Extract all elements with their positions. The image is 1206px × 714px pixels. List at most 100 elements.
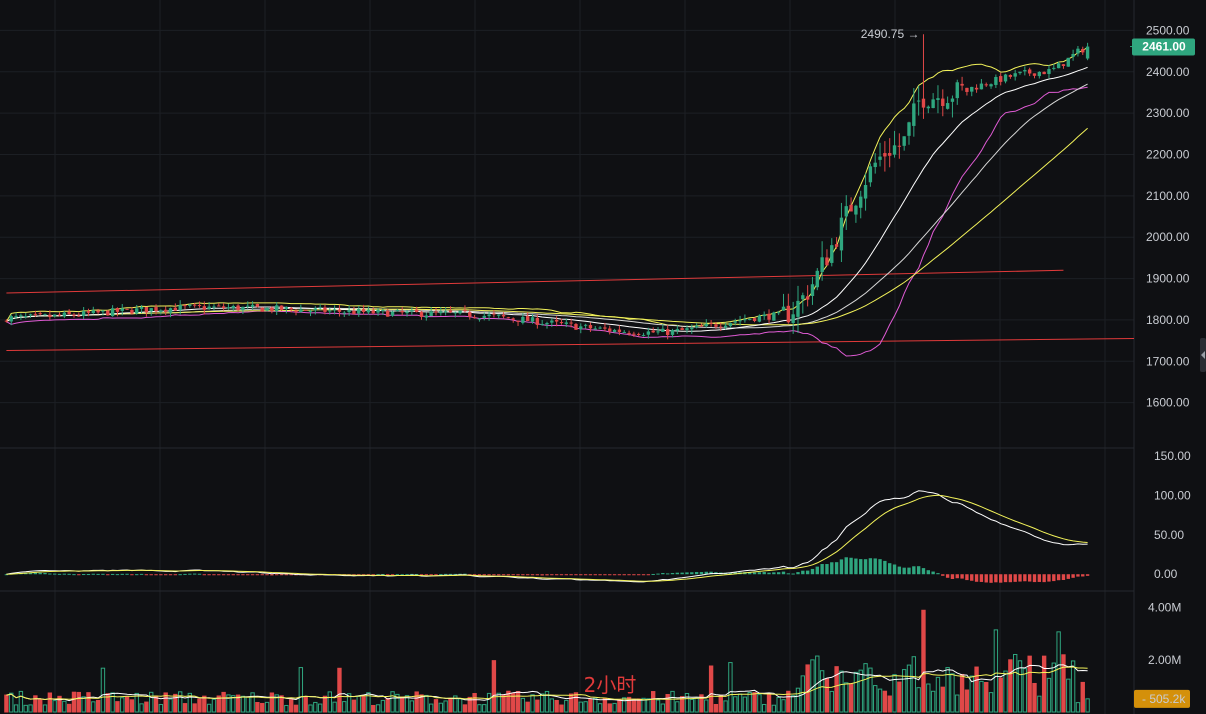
candle-body (410, 310, 414, 312)
volume-bar (419, 694, 424, 713)
candle-body (516, 320, 520, 322)
volume-bar (752, 692, 757, 713)
price-tick-label: 2200.00 (1146, 147, 1190, 161)
candle-body (931, 99, 935, 109)
candle-body (1027, 69, 1032, 74)
volume-bar (66, 703, 72, 713)
axis-collapse-handle[interactable] (1200, 338, 1206, 372)
candle-body (825, 257, 829, 266)
candle-body (526, 316, 530, 321)
candle-body (381, 310, 385, 312)
volume-bar (375, 704, 381, 713)
candle-body (357, 308, 361, 314)
volume-bar (617, 699, 622, 713)
volume-bar (602, 697, 608, 713)
candle-body (501, 314, 506, 317)
candle-body (965, 87, 969, 92)
candle-body (815, 270, 819, 288)
price-tick-label: 2400.00 (1146, 65, 1190, 79)
volume-bar (622, 697, 627, 713)
macd-histogram-bar (627, 574, 631, 576)
volume-bar (916, 687, 921, 713)
macd-histogram-bar (665, 573, 670, 575)
macd-histogram-bar (646, 574, 651, 576)
volume-bar (607, 703, 612, 713)
macd-histogram-bar (381, 574, 385, 576)
volume-bar (216, 695, 221, 713)
candle-body (33, 313, 38, 315)
macd-histogram-bar (757, 572, 762, 575)
grid-lines (0, 0, 1135, 714)
last-price-value: 2461.00 (1142, 40, 1186, 54)
volume-bar (655, 699, 661, 713)
volume-bar (115, 701, 120, 713)
candle-body (598, 327, 602, 329)
macd-panel[interactable] (4, 490, 1090, 583)
macd-histogram-bar (786, 573, 791, 575)
volume-bar (568, 693, 574, 713)
volume-bar (472, 693, 477, 713)
candle-body (849, 204, 853, 212)
volume-bar (76, 691, 82, 713)
candle-body (91, 310, 95, 314)
volume-panel[interactable] (4, 609, 1090, 713)
price-axis[interactable]: 2500.00 2400.00 2300.00 2200.00 2100.00 2000.… (1130, 23, 1195, 708)
candle-body (231, 305, 235, 309)
candle-body (14, 315, 18, 317)
macd-histogram-bar (583, 574, 588, 576)
macd-histogram-bar (366, 574, 371, 576)
macd-dif-line (6, 490, 1088, 583)
candle-body (960, 83, 964, 86)
macd-histogram-bar (86, 574, 91, 576)
volume-bar (428, 703, 434, 713)
volume-bar (597, 703, 603, 713)
candle-body (250, 304, 255, 307)
candle-body (275, 305, 279, 312)
candle-body (1032, 73, 1037, 76)
volume-bar (1017, 660, 1023, 713)
macd-histogram-bar (752, 572, 757, 575)
macd-histogram-bar (357, 574, 361, 576)
candle-body (361, 309, 366, 312)
macd-histogram-bar (188, 573, 192, 575)
macd-histogram-bar (67, 573, 71, 575)
macd-histogram-bar (439, 574, 443, 576)
volume-bar (786, 690, 791, 713)
volume-bar (578, 701, 583, 713)
macd-histogram-bar (960, 574, 964, 579)
candle-body (637, 333, 641, 335)
volume-bar (202, 695, 207, 713)
candle-body (207, 306, 211, 309)
volume-bar (737, 693, 743, 713)
volume-bar (371, 704, 376, 713)
volume-bar (288, 699, 294, 713)
candle-body (801, 295, 805, 300)
macd-histogram-bar (545, 574, 549, 576)
macd-histogram-bar (685, 572, 689, 575)
volume-bar (211, 698, 217, 713)
macd-histogram-bar (970, 574, 974, 581)
candle-body (762, 314, 766, 317)
macd-histogram-bar (593, 574, 597, 576)
macd-histogram-bar (767, 572, 771, 575)
price-panel[interactable]: 2490.75 → (4, 27, 1135, 357)
volume-bar (317, 703, 323, 713)
candle-body (844, 206, 848, 217)
price-tick-label: 1800.00 (1146, 313, 1190, 327)
bollinger-lower-line (6, 86, 1088, 357)
candle-body (1061, 64, 1066, 66)
macd-histogram-bar (897, 566, 902, 575)
candle-body (487, 314, 491, 317)
candle-body (284, 307, 289, 309)
macd-histogram-bar (1013, 574, 1017, 582)
macd-histogram-bar (989, 574, 993, 583)
candle-body (289, 307, 293, 310)
candle-body (535, 317, 540, 325)
macd-histogram-bar (255, 574, 260, 576)
macd-histogram-bar (250, 574, 255, 576)
macd-histogram-bar (950, 574, 955, 579)
volume-bar (945, 667, 950, 713)
macd-histogram-bar (212, 574, 216, 576)
volume-bar (1070, 660, 1076, 713)
